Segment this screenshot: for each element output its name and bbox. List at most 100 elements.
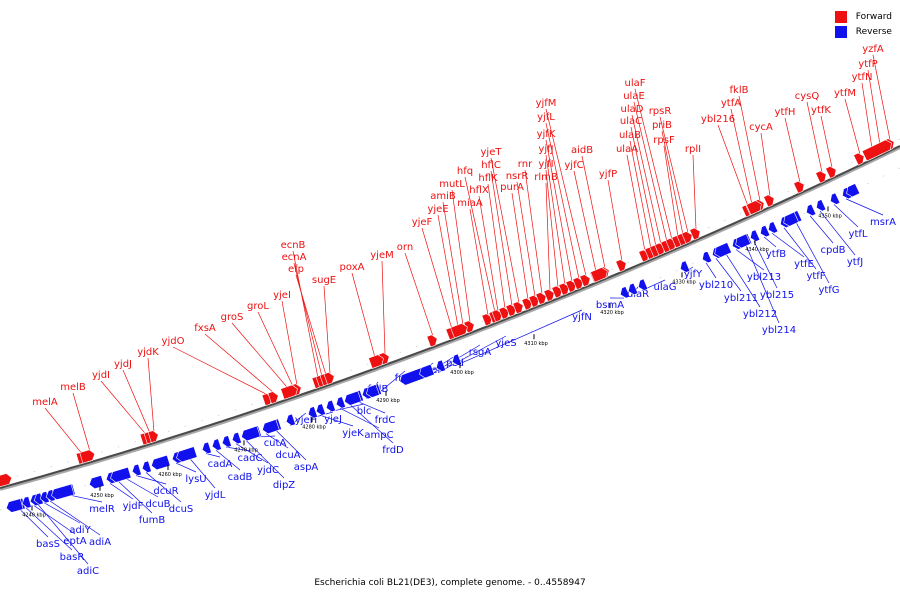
tick-label: 4270 kbp xyxy=(234,447,258,453)
reverse-gene-leader xyxy=(735,249,765,271)
reverse-gene-leader xyxy=(319,414,354,427)
reverse-gene-label: ybl214 xyxy=(762,325,796,336)
reverse-gene-label: cpdB xyxy=(820,245,845,256)
forward-gene-leader xyxy=(351,272,376,358)
gene-glyph xyxy=(426,334,438,348)
reverse-gene-leader xyxy=(43,502,81,524)
forward-gene-label: rnr xyxy=(518,159,533,170)
gene-glyph xyxy=(760,224,771,238)
forward-gene-leader xyxy=(820,115,833,168)
reverse-gene-label: ulaG xyxy=(654,282,677,293)
gene-glyph xyxy=(463,320,475,334)
gene-glyph xyxy=(131,463,142,477)
gene-glyph xyxy=(521,297,533,311)
gene-glyph xyxy=(558,282,570,296)
forward-gene-leader xyxy=(633,101,668,242)
tick-label: 4300 kbp xyxy=(450,370,474,376)
gene-glyph xyxy=(344,390,362,406)
forward-gene-label: ulaF xyxy=(625,78,646,89)
reverse-gene-label: dcuB xyxy=(145,499,170,510)
forward-gene-leader xyxy=(573,170,597,272)
gene-glyph xyxy=(481,313,493,327)
gene-glyph xyxy=(285,413,296,427)
reverse-gene-leader xyxy=(809,215,834,244)
reverse-gene-leader xyxy=(845,198,884,216)
forward-gene-label: yjfJ xyxy=(538,144,553,155)
forward-gene-leader xyxy=(464,176,496,313)
gene-glyph xyxy=(528,294,540,308)
reverse-gene-label: frdC xyxy=(375,415,396,426)
forward-gene-leader xyxy=(404,252,434,337)
forward-gene-label: yjdJ xyxy=(114,359,132,370)
ticks-layer: 4240 kbp 4250 kbp 4260 kbp 4270 kbp 4280 kbp… xyxy=(22,206,842,519)
forward-gene-leader xyxy=(172,346,269,396)
forward-gene-label: hfq xyxy=(457,166,473,177)
forward-gene-label: fxsA xyxy=(194,323,216,334)
legend-swatch-forward xyxy=(834,10,847,23)
reverse-gene-leader xyxy=(753,241,778,289)
gene-glyph xyxy=(450,323,468,339)
forward-gene-label: yjfK xyxy=(537,129,556,140)
gene-glyph xyxy=(702,250,713,264)
forward-gene-leader xyxy=(122,369,151,434)
gene-glyph xyxy=(861,139,892,162)
forward-gene-label: rlmB xyxy=(534,172,558,183)
forward-gene-label: yjeT xyxy=(481,147,503,158)
reverse-gene-leader xyxy=(745,244,780,324)
reverse-gene-leader xyxy=(455,309,583,366)
gene-glyph xyxy=(498,306,510,320)
gene-glyph xyxy=(366,384,380,398)
reverse-gene-leader xyxy=(763,236,777,248)
reverse-gene-leader xyxy=(725,253,761,308)
gene-glyph xyxy=(551,285,563,299)
forward-gene-leader xyxy=(626,154,646,252)
gene-glyph xyxy=(262,419,280,435)
forward-gene-label: sugE xyxy=(312,275,336,286)
forward-gene-leader xyxy=(516,181,536,297)
tick-label: 4250 kbp xyxy=(90,493,114,499)
gene-glyph xyxy=(323,372,335,385)
forward-gene-leader xyxy=(738,95,761,201)
tick-label: 4330 kbp xyxy=(672,279,696,285)
forward-gene-label: ytfH xyxy=(775,107,796,118)
forward-gene-leader xyxy=(630,126,657,247)
gene-glyph xyxy=(435,359,447,372)
gene-glyph xyxy=(201,441,212,455)
reverse-gene-label: melR xyxy=(89,504,115,515)
reverse-gene-label: yjeK xyxy=(342,428,364,439)
forward-gene-leader xyxy=(257,311,294,387)
forward-gene-leader xyxy=(292,250,319,378)
reverse-gene-leader xyxy=(125,478,159,498)
gene-glyph xyxy=(79,449,96,464)
forward-gene-label: hflC xyxy=(481,160,501,171)
reverse-gene-leader xyxy=(135,475,167,485)
reverse-gene-leader xyxy=(205,453,221,458)
forward-gene-leader xyxy=(293,262,323,377)
forward-gene-label: yjdK xyxy=(137,347,159,358)
gene-glyph xyxy=(637,278,649,291)
forward-gene-label: yjeM xyxy=(370,250,393,261)
forward-gene-label: ybl216 xyxy=(701,114,735,125)
forward-gene-leader xyxy=(545,108,587,276)
reverse-gene-label: ybl211 xyxy=(724,293,758,304)
reverse-gene-leader xyxy=(265,433,289,449)
reverse-gene-leader xyxy=(49,500,101,536)
forward-gene-label: yjeF xyxy=(412,217,433,228)
reverse-gene-label: msrA xyxy=(870,217,896,228)
legend: Forward Reverse xyxy=(834,9,892,39)
forward-gene-label: melB xyxy=(60,382,86,393)
gene-glyph xyxy=(679,260,691,273)
reverse-gene-label: ybl210 xyxy=(699,280,733,291)
forward-gene-label: ytfA xyxy=(721,98,741,109)
gene-glyph xyxy=(768,221,779,234)
forward-gene-leader xyxy=(72,392,91,452)
reverse-gene-leader xyxy=(19,509,49,538)
gene-glyph xyxy=(735,233,752,249)
forward-gene-label: ecnA xyxy=(282,252,307,263)
forward-gene-label: ytfK xyxy=(811,105,831,116)
gene-glyph xyxy=(543,288,555,302)
reverse-gene-label: ytfG xyxy=(818,285,839,296)
forward-gene-leader xyxy=(487,183,506,309)
forward-gene-label: ulaA xyxy=(616,144,638,155)
